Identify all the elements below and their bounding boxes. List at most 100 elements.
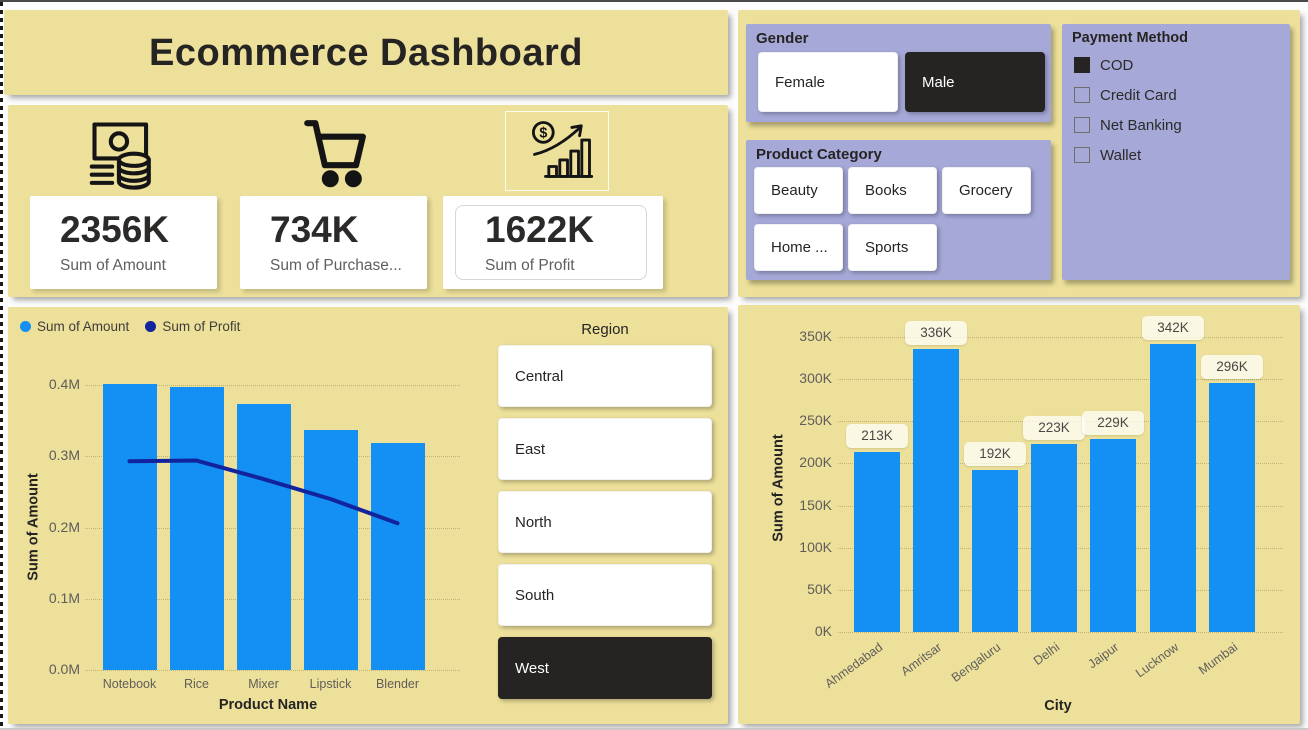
x-category-label: Lipstick	[309, 677, 352, 691]
bar-delhi[interactable]	[1031, 444, 1078, 632]
data-label: 342K	[1142, 315, 1204, 340]
kpi-label: Sum of Purchase...	[270, 256, 402, 274]
region-option-south[interactable]: South	[498, 564, 712, 626]
gridline	[85, 670, 460, 671]
data-label: 223K	[1023, 416, 1085, 441]
kpi-label: Sum of Amount	[60, 256, 166, 274]
kpi-panel: $ 2356K Sum of Amount 734K Sum of Purcha…	[8, 105, 728, 297]
x-category-label: Notebook	[102, 677, 157, 691]
data-label: 336K	[905, 320, 967, 345]
category-option-home[interactable]: Home ...	[754, 224, 843, 271]
y-tick-label: 0.4M	[48, 376, 80, 392]
x-category-label: Blender	[375, 677, 420, 691]
gridline	[838, 337, 1283, 338]
bar-jaipur[interactable]	[1090, 438, 1137, 632]
profit-icon-frame	[505, 111, 609, 191]
city-bar-chart-panel: 0K 50K 100K 150K 200K 250K 300K 350K 213K Ahmedab…	[738, 305, 1300, 724]
gridline	[838, 379, 1283, 381]
gender-option-female[interactable]: Female	[758, 52, 898, 112]
cart-icon	[295, 115, 371, 191]
legend-label: Sum of Profit	[162, 319, 241, 334]
payment-option-net-banking[interactable]: Net Banking	[1074, 115, 1182, 135]
y-tick-label: 250K	[799, 412, 832, 429]
combo-x-axis-title: Product Name	[218, 697, 318, 713]
y-tick-label: 150K	[799, 496, 832, 513]
gender-option-male[interactable]: Male	[905, 52, 1045, 112]
bar-lucknow[interactable]	[1149, 343, 1196, 632]
region-option-west[interactable]: West	[498, 637, 712, 699]
combo-chart-plot: 0.0M 0.1M 0.2M 0.3M 0.4M Notebook Rice Mixer Lip…	[8, 307, 478, 724]
city-chart-plot: 0K 50K 100K 150K 200K 250K 300K 350K 213K Ahmedab…	[738, 305, 1300, 724]
money-icon	[85, 115, 161, 191]
y-tick-label: 350K	[799, 328, 832, 344]
category-option-grocery[interactable]: Grocery	[942, 167, 1031, 214]
legend-item-sum-of-amount[interactable]: Sum of Amount	[20, 319, 129, 334]
data-label: 229K	[1082, 410, 1144, 435]
region-option-north[interactable]: North	[498, 491, 712, 553]
y-tick-label: 0K	[814, 623, 832, 639]
payment-option-credit-card[interactable]: Credit Card	[1074, 85, 1177, 105]
y-tick-label: 300K	[799, 370, 832, 387]
bar-rice[interactable]	[169, 387, 224, 670]
region-option-central[interactable]: Central	[498, 345, 712, 407]
bar-lipstick[interactable]	[303, 429, 358, 670]
payment-option-label: Wallet	[1100, 146, 1142, 164]
legend-label: Sum of Amount	[37, 319, 130, 334]
bar-blender[interactable]	[370, 443, 425, 670]
kpi-value: 1622K	[485, 209, 595, 250]
category-option-books[interactable]: Books	[848, 167, 937, 214]
kpi-card-profit: 1622K Sum of Profit	[443, 196, 663, 289]
kpi-value: 2356K	[60, 209, 170, 250]
checkbox-unchecked[interactable]	[1074, 147, 1090, 163]
bar-ahmedabad[interactable]	[853, 452, 900, 632]
checkbox-unchecked[interactable]	[1074, 87, 1090, 103]
kpi-label: Sum of Profit	[485, 256, 575, 274]
checkbox-unchecked[interactable]	[1074, 117, 1090, 133]
kpi-value: 734K	[270, 209, 359, 250]
payment-option-wallet[interactable]: Wallet	[1074, 145, 1141, 165]
y-tick-label: 50K	[807, 580, 832, 597]
data-label: 192K	[964, 442, 1026, 467]
bar-notebook[interactable]	[102, 383, 157, 670]
payment-option-label: Credit Card	[1100, 86, 1177, 104]
payment-option-label: Net Banking	[1100, 116, 1182, 134]
combo-y-axis-title: Sum of Amount	[25, 473, 42, 581]
payment-method-slicer: Payment Method COD Credit Card Net Banking…	[1062, 24, 1290, 280]
legend-dot	[20, 321, 31, 332]
page-title: Ecommerce Dashboard	[149, 32, 583, 74]
category-option-beauty[interactable]: Beauty	[754, 167, 843, 214]
profit-growth-icon: $	[529, 117, 595, 183]
gender-slicer-title: Gender	[756, 30, 809, 47]
legend-dot	[145, 321, 157, 332]
gridline	[838, 632, 1283, 633]
filters-panel: Gender Female Male Product Category Beaut…	[738, 10, 1300, 297]
region-slicer-title: Region	[581, 321, 629, 338]
product-category-slicer: Product Category Beauty Books Grocery Home …	[746, 140, 1051, 280]
legend-item-sum-of-profit[interactable]: Sum of Profit	[145, 319, 240, 334]
svg-text:$: $	[539, 125, 547, 141]
product-combo-chart-panel: Sum of Amount Sum of Profit 0.0M 0.1M 0.2M 0…	[8, 307, 728, 724]
y-tick-label: 100K	[799, 538, 832, 555]
combo-chart-legend: Sum of Amount Sum of Profit	[20, 319, 240, 334]
gender-slicer: Gender Female Male	[746, 24, 1051, 122]
kpi-card-purchase: 734K Sum of Purchase...	[240, 196, 427, 289]
checkbox-checked[interactable]	[1074, 57, 1090, 73]
y-tick-label: 0.0M	[48, 661, 80, 677]
payment-option-cod[interactable]: COD	[1074, 55, 1133, 75]
bar-mumbai[interactable]	[1208, 382, 1255, 632]
payment-option-label: COD	[1100, 56, 1134, 74]
category-option-sports[interactable]: Sports	[848, 224, 937, 271]
city-y-axis-title: Sum of Amount	[770, 434, 787, 542]
kpi-card-amount: 2356K Sum of Amount	[30, 196, 217, 289]
bar-bengaluru[interactable]	[972, 470, 1018, 632]
bar-mixer[interactable]	[236, 404, 291, 670]
product-category-slicer-title: Product Category	[756, 146, 882, 163]
y-tick-label: 0.3M	[48, 447, 80, 464]
canvas-selection-border	[0, 2, 3, 728]
bar-amritsar[interactable]	[912, 348, 959, 632]
city-x-axis-title: City	[1044, 698, 1072, 714]
region-option-east[interactable]: East	[498, 418, 712, 480]
data-label: 213K	[846, 424, 908, 449]
data-label: 296K	[1201, 354, 1263, 379]
